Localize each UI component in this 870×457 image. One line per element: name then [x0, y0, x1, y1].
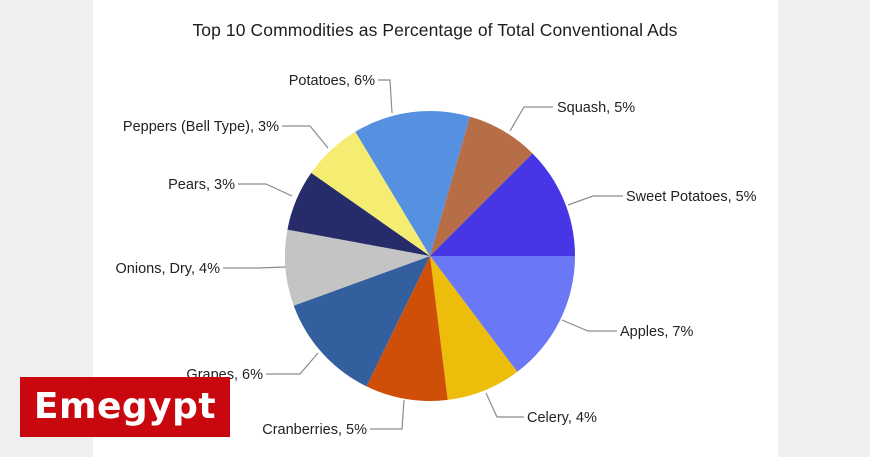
slice-pears	[287, 172, 430, 256]
leader-celery	[485, 392, 524, 418]
leader-potatoes	[378, 79, 393, 114]
slice-onions-dry	[285, 229, 430, 306]
label-cranberries: Cranberries, 5%	[262, 422, 367, 438]
slice-potatoes	[355, 111, 470, 256]
watermark-logo: Emegypt	[20, 377, 230, 437]
slice-peppers-bell-type	[311, 131, 430, 256]
leader-sweet-potatoes	[567, 195, 623, 206]
slice-apples	[430, 256, 575, 372]
slice-cranberries	[366, 256, 448, 402]
label-peppers: Peppers (Bell Type), 3%	[123, 119, 279, 135]
leader-cranberries	[370, 399, 405, 430]
leader-apples	[561, 319, 617, 332]
chart-title: Top 10 Commodities as Percentage of Tota…	[192, 20, 678, 40]
leader-pears	[238, 183, 293, 197]
leader-squash	[509, 106, 553, 132]
label-sweet-potatoes: Sweet Potatoes, 5%	[626, 189, 757, 205]
pie-slices	[285, 111, 575, 402]
slice-squash	[430, 116, 533, 257]
label-potatoes: Potatoes, 6%	[289, 73, 375, 89]
label-onions: Onions, Dry, 4%	[116, 261, 221, 277]
leader-lines	[223, 79, 623, 430]
slice-grapes	[293, 256, 430, 387]
leader-peppers	[282, 125, 329, 149]
label-squash: Squash, 5%	[557, 100, 635, 116]
label-apples: Apples, 7%	[620, 324, 693, 340]
leader-grapes	[266, 352, 319, 375]
slice-celery	[430, 256, 518, 400]
data-labels: Potatoes, 6% Squash, 5% Sweet Potatoes, …	[116, 73, 757, 438]
slice-sweet-potatoes	[430, 153, 575, 256]
label-celery: Celery, 4%	[527, 410, 597, 426]
leader-onions	[223, 266, 287, 269]
label-pears: Pears, 3%	[168, 177, 235, 193]
